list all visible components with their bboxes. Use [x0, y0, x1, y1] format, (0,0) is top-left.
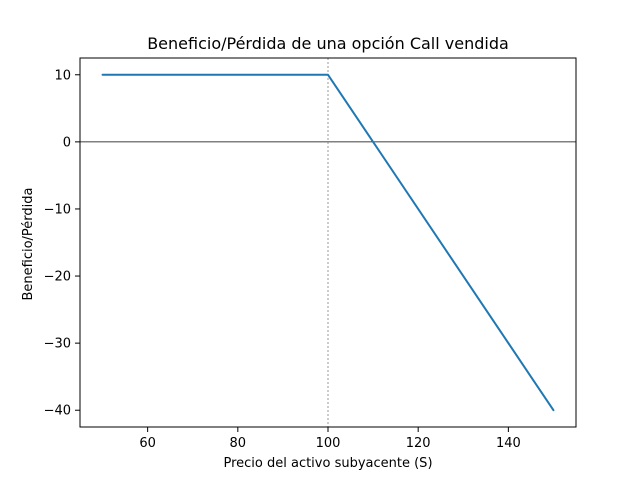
y-tick-label: −30 — [44, 337, 71, 352]
x-axis-label: Precio del activo subyacente (S) — [223, 456, 432, 471]
x-tick-label: 80 — [230, 436, 247, 451]
y-tick-label: −10 — [44, 202, 71, 217]
y-tick-label: 0 — [63, 135, 71, 150]
chart-title: Beneficio/Pérdida de una opción Call ven… — [147, 34, 509, 53]
y-axis-label: Beneficio/Pérdida — [21, 187, 36, 300]
x-tick-label: 140 — [496, 436, 521, 451]
x-tick-label: 120 — [406, 436, 431, 451]
x-tick-label: 60 — [139, 436, 156, 451]
series-line-0 — [101, 73, 555, 412]
x-tick-label: 100 — [316, 436, 341, 451]
y-tick-label: 10 — [54, 68, 71, 83]
y-tick-label: −20 — [44, 270, 71, 285]
y-tick-label: −40 — [44, 404, 71, 419]
